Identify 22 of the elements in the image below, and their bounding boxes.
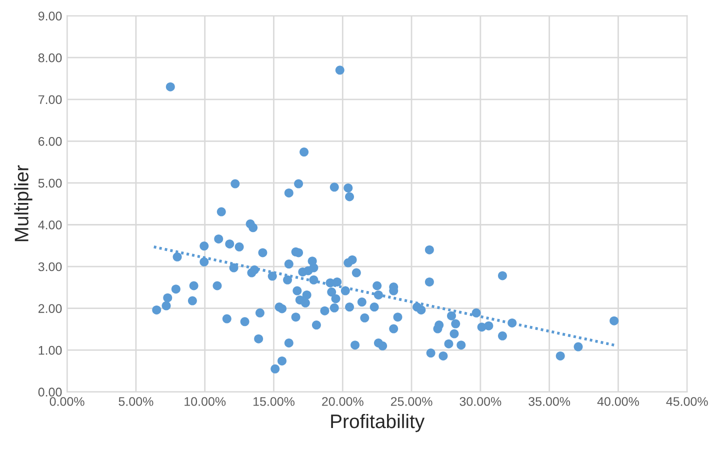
- x-tick-label: 10.00%: [184, 397, 226, 406]
- x-tick-label: 35.00%: [528, 397, 570, 406]
- x-tick-label: 15.00%: [253, 397, 294, 406]
- y-axis-title: Multiplier: [14, 165, 32, 242]
- y-tick-label: 7.00: [38, 95, 62, 104]
- y-tick-label: 0.00: [38, 388, 62, 397]
- y-tick-label: 2.00: [38, 304, 62, 313]
- x-axis-title: Profitability: [331, 414, 425, 432]
- y-tick-label: 1.00: [38, 346, 62, 355]
- x-tick-label: 5.00%: [118, 397, 154, 406]
- x-tick-label: 30.00%: [460, 397, 502, 406]
- y-tick-label: 6.00: [38, 136, 62, 146]
- y-tick-label: 9.00: [38, 12, 62, 20]
- y-tick-label: 3.00: [38, 262, 62, 272]
- x-tick-label: 25.00%: [390, 397, 432, 406]
- x-tick-label: 20.00%: [322, 397, 364, 406]
- y-tick-label: 4.00: [38, 220, 62, 230]
- x-tick-label: 0.00%: [50, 397, 84, 406]
- y-tick-label: 5.00: [38, 178, 62, 188]
- x-tick-label: 40.00%: [597, 397, 639, 406]
- y-tick-label: 8.00: [38, 53, 62, 62]
- x-tick-label: 45.00%: [666, 397, 708, 406]
